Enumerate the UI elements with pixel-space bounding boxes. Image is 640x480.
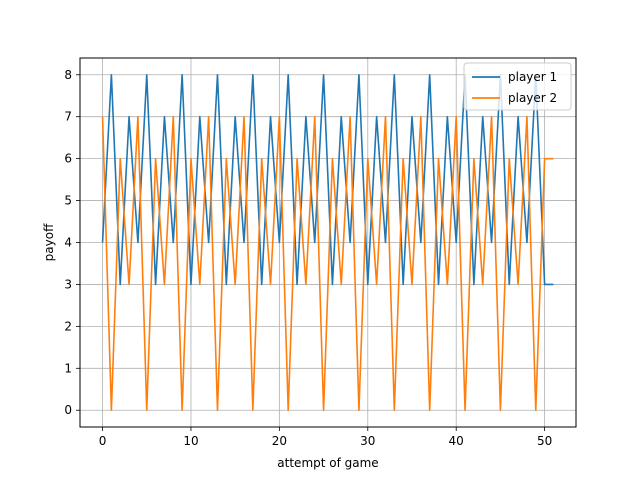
y-tick-label: 6 [64, 152, 72, 166]
x-tick-label: 50 [537, 434, 552, 448]
series-line-player-1 [101, 73, 554, 286]
legend: player 1 player 2 [463, 62, 572, 111]
y-tick-label: 1 [64, 361, 72, 375]
y-tick-label: 7 [64, 110, 72, 124]
series-line-player-2 [101, 115, 554, 412]
y-tick-label: 0 [64, 403, 72, 417]
x-tick-label: 10 [183, 434, 198, 448]
y-tick-label: 4 [64, 236, 72, 250]
y-tick-label: 8 [64, 68, 72, 82]
ticks: 0 10 20 30 40 50 0 1 2 3 4 5 6 7 8 [64, 68, 552, 448]
x-tick-label: 20 [272, 434, 287, 448]
series-layer [101, 73, 554, 412]
x-tick-label: 30 [360, 434, 375, 448]
x-tick-label: 0 [99, 434, 107, 448]
y-tick-label: 2 [64, 319, 72, 333]
x-axis-label: attempt of game [277, 456, 378, 470]
y-axis-label: payoff [42, 223, 56, 261]
y-tick-label: 3 [64, 277, 72, 291]
legend-entry-label: player 1 [508, 70, 557, 84]
y-tick-label: 5 [64, 194, 72, 208]
x-tick-label: 40 [449, 434, 464, 448]
legend-entry-label: player 2 [508, 91, 557, 105]
